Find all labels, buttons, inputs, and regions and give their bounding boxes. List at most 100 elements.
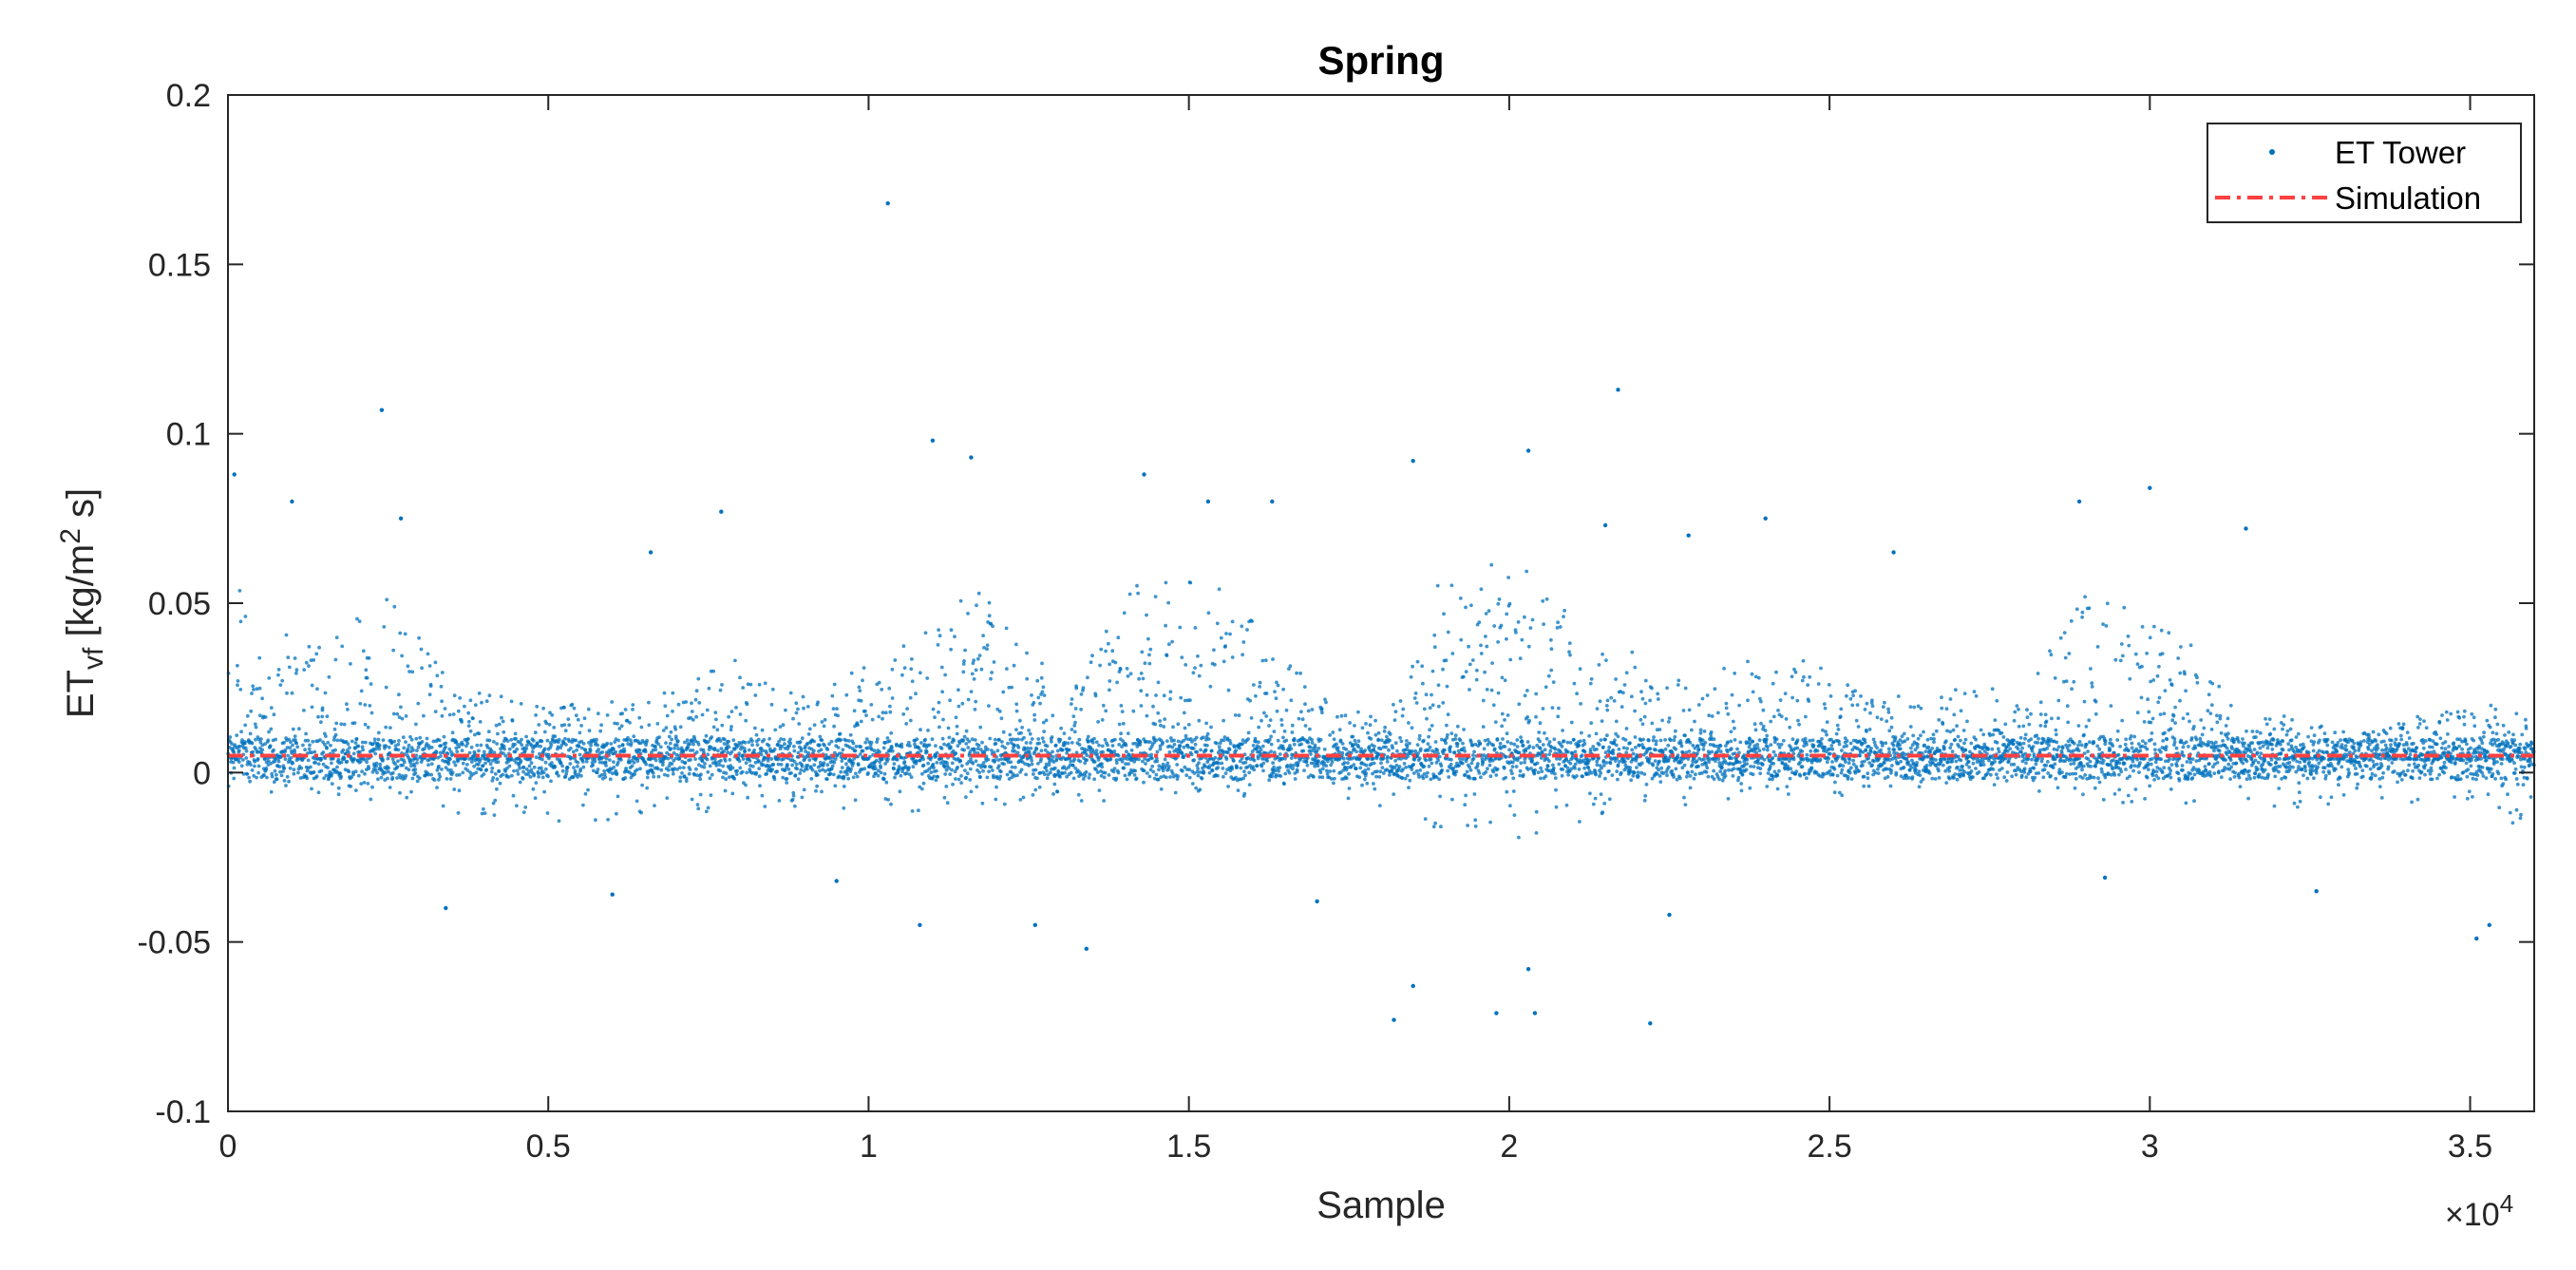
et-tower-point [1623, 738, 1628, 742]
et-tower-point [331, 756, 335, 761]
et-tower-point [310, 787, 313, 791]
et-tower-point [1065, 774, 1069, 779]
et-tower-point [964, 775, 969, 780]
et-tower-point [1052, 766, 1057, 770]
et-tower-point [468, 770, 473, 775]
et-tower-point [825, 748, 830, 751]
et-tower-point [1453, 733, 1458, 738]
et-tower-point [426, 746, 431, 750]
et-tower-point [479, 743, 483, 748]
et-tower-point [1473, 825, 1478, 828]
et-tower-point [1356, 739, 1361, 744]
et-tower-point [254, 737, 257, 742]
et-tower-point [1193, 742, 1198, 747]
et-tower-point [1575, 692, 1579, 696]
et-tower-point [900, 745, 904, 749]
et-tower-point [910, 679, 915, 684]
et-tower-point [1293, 777, 1297, 781]
et-tower-point [612, 760, 616, 764]
et-tower-point [1624, 727, 1629, 730]
et-tower-point [286, 753, 290, 758]
et-tower-point [1589, 721, 1594, 726]
et-tower-point [1015, 773, 1019, 778]
et-tower-point [564, 768, 569, 773]
et-tower-point [589, 743, 593, 748]
et-tower-point [1683, 733, 1687, 738]
et-tower-point [1267, 737, 1272, 742]
et-tower-point [1701, 744, 1706, 748]
et-tower-point [1118, 667, 1123, 672]
et-tower-point [1348, 721, 1352, 725]
et-tower-point [1366, 767, 1371, 771]
et-tower-point [304, 660, 309, 665]
et-tower-point [334, 635, 339, 639]
et-tower-point [970, 737, 975, 742]
et-tower-point [560, 768, 565, 773]
et-tower-point [1609, 695, 1614, 700]
et-tower-point [291, 727, 295, 731]
et-tower-point [1297, 760, 1300, 765]
et-tower-point [844, 762, 848, 767]
et-tower-point [1298, 671, 1302, 675]
et-tower-point [1063, 740, 1068, 745]
et-tower-point [807, 758, 812, 762]
et-tower-point [1290, 723, 1295, 728]
et-tower-point [1541, 743, 1545, 747]
et-tower-point [1227, 748, 1232, 751]
et-tower-point [489, 749, 494, 753]
et-tower-point [704, 733, 709, 738]
et-tower-point [737, 759, 742, 764]
et-tower-point [360, 769, 364, 774]
et-tower-point [347, 769, 351, 774]
et-tower-point [1569, 720, 1574, 725]
et-tower-point [529, 761, 534, 765]
et-tower-point [785, 781, 789, 785]
et-tower-point [1094, 768, 1098, 772]
et-tower-point [255, 687, 259, 692]
et-tower-point [1552, 737, 1557, 742]
et-tower-point [400, 716, 405, 721]
et-tower-point [1178, 625, 1183, 630]
et-tower-point [1029, 747, 1033, 750]
et-tower-point [1451, 766, 1455, 770]
et-tower-point [945, 761, 949, 766]
et-tower-point [858, 752, 862, 756]
et-tower-point [1614, 719, 1619, 724]
et-tower-point [1111, 769, 1116, 774]
et-tower-point [492, 813, 497, 817]
et-tower-point [1346, 766, 1351, 769]
et-tower-point [1183, 765, 1187, 769]
et-tower-point [425, 736, 429, 741]
et-tower-point [688, 742, 692, 747]
et-tower-point [1497, 597, 1502, 601]
et-tower-point [732, 777, 737, 781]
et-tower-point [236, 683, 239, 688]
et-tower-point [563, 729, 568, 733]
et-tower-point [1043, 772, 1047, 777]
et-tower-point [363, 722, 368, 727]
et-tower-point [1372, 761, 1376, 766]
et-tower-point [502, 730, 506, 734]
et-tower-point [408, 734, 412, 739]
et-tower-point [979, 667, 984, 672]
et-tower-point [1315, 749, 1319, 753]
et-tower-point [1601, 810, 1605, 815]
et-tower-point [1385, 734, 1389, 739]
et-tower-point [884, 780, 889, 785]
et-tower-point [1267, 724, 1271, 728]
et-tower-point [690, 701, 693, 706]
et-tower-point [358, 749, 362, 754]
et-tower-point [877, 680, 881, 685]
et-tower-point [967, 760, 971, 764]
et-tower-point [893, 775, 897, 780]
et-tower-point [384, 744, 388, 749]
et-tower-point [1332, 781, 1335, 786]
et-tower-point [1151, 769, 1156, 774]
et-tower-point [594, 740, 598, 745]
et-tower-point [1556, 714, 1561, 719]
et-tower-point [1032, 772, 1035, 776]
et-tower-point [972, 747, 976, 751]
et-tower-point [1243, 760, 1248, 765]
et-tower-point [505, 739, 510, 743]
et-tower-point [767, 744, 771, 748]
